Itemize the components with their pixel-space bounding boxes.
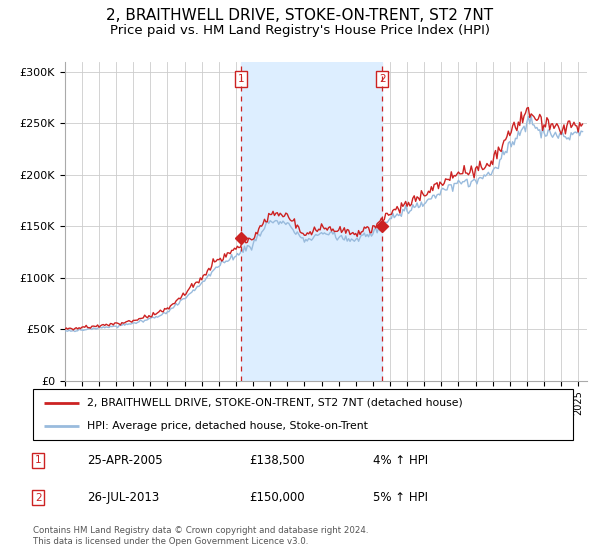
Text: Price paid vs. HM Land Registry's House Price Index (HPI): Price paid vs. HM Land Registry's House … bbox=[110, 24, 490, 36]
Text: 2, BRAITHWELL DRIVE, STOKE-ON-TRENT, ST2 7NT: 2, BRAITHWELL DRIVE, STOKE-ON-TRENT, ST2… bbox=[106, 8, 494, 24]
Text: HPI: Average price, detached house, Stoke-on-Trent: HPI: Average price, detached house, Stok… bbox=[87, 421, 368, 431]
Text: 5% ↑ HPI: 5% ↑ HPI bbox=[373, 491, 428, 504]
Bar bbox=[241, 62, 382, 381]
Text: 2, BRAITHWELL DRIVE, STOKE-ON-TRENT, ST2 7NT (detached house): 2, BRAITHWELL DRIVE, STOKE-ON-TRENT, ST2… bbox=[87, 398, 463, 408]
Text: 4% ↑ HPI: 4% ↑ HPI bbox=[373, 454, 428, 467]
Text: Contains HM Land Registry data © Crown copyright and database right 2024.
This d: Contains HM Land Registry data © Crown c… bbox=[33, 526, 368, 546]
Text: £150,000: £150,000 bbox=[249, 491, 305, 504]
Text: 2: 2 bbox=[379, 74, 386, 84]
Text: 1: 1 bbox=[35, 455, 42, 465]
Text: 1: 1 bbox=[238, 74, 244, 84]
Text: 2: 2 bbox=[35, 493, 42, 503]
Text: £138,500: £138,500 bbox=[249, 454, 305, 467]
Text: 25-APR-2005: 25-APR-2005 bbox=[87, 454, 163, 467]
Text: 26-JUL-2013: 26-JUL-2013 bbox=[87, 491, 159, 504]
